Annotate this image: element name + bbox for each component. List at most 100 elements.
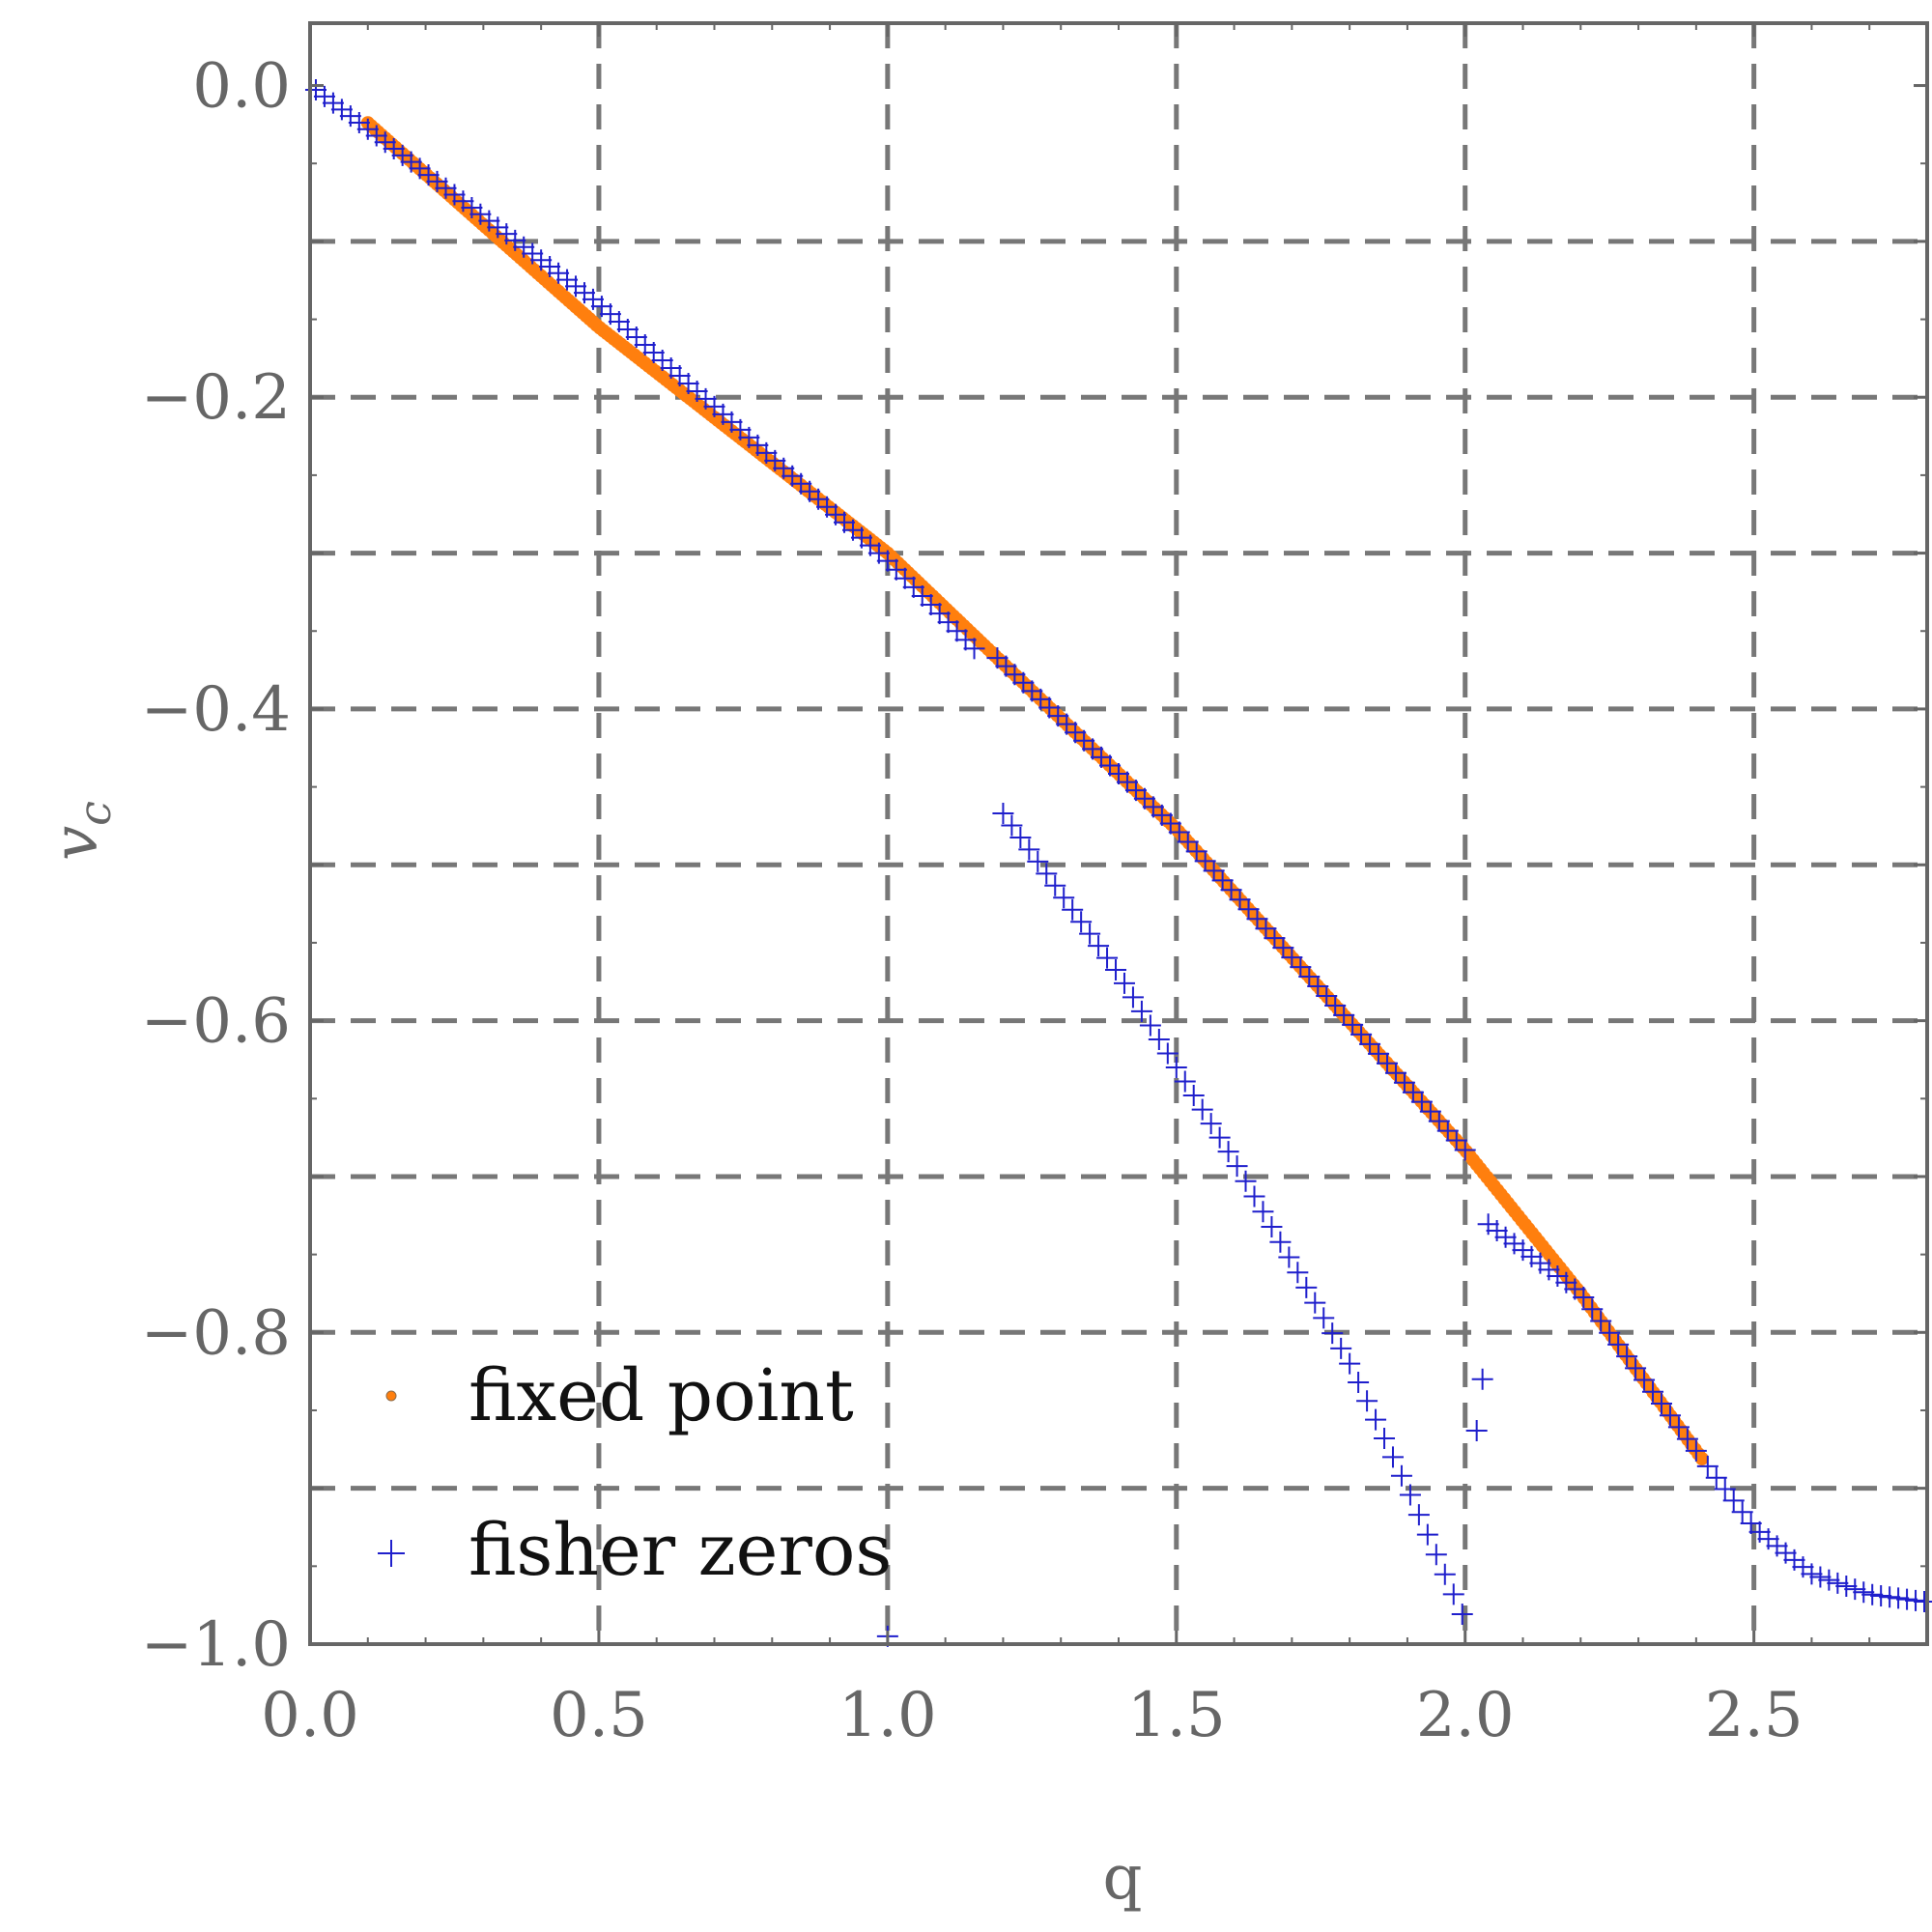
fisher-zero-point (1313, 1307, 1335, 1329)
fisher-zero-point (1243, 1185, 1265, 1208)
fisher-zero-point (1030, 688, 1052, 710)
fisher-zero-point (1255, 918, 1277, 940)
fisher-zero-point (1036, 863, 1058, 885)
x-tick-label: 1.0 (838, 1680, 937, 1751)
fisher-zero-point (1151, 804, 1173, 826)
fisher-zero-point (1465, 1419, 1488, 1441)
fisher-zero-point (1356, 1390, 1378, 1412)
fisher-zero-point (1185, 840, 1208, 863)
fisher-zero-point (992, 803, 1014, 825)
fisher-zero-point (1194, 850, 1216, 872)
fisher-zero-point (911, 584, 933, 607)
fisher-zero-point (1226, 1155, 1248, 1178)
fisher-zero-point (954, 629, 977, 651)
fisher-zero-point (1108, 763, 1129, 785)
fisher-zero-point (1073, 729, 1095, 752)
fisher-zero-point (1295, 1276, 1318, 1298)
fisher-zero-point (986, 647, 1009, 669)
fisher-zero-point (1914, 1591, 1932, 1613)
tick-labels: 0.0 0.5 1.0 1.5 2.0 2.5 0.0 −0.2 −0.4 −0.6 −0.8 −1.… (141, 51, 1804, 1751)
fisher-zero-point (1229, 889, 1251, 911)
x-tick-label: 0.0 (261, 1680, 359, 1751)
fisher-zero-point (1888, 1587, 1910, 1609)
fisher-zero-point (1573, 1287, 1595, 1309)
fisher-zero-point (1168, 821, 1190, 843)
fisher-zero-point (1264, 927, 1286, 950)
fisher-zero-point (1174, 1070, 1196, 1093)
fisher-zero-point (1235, 1170, 1257, 1192)
fisher-zero-point (1835, 1575, 1858, 1597)
fisher-zero-point (1165, 1057, 1187, 1079)
x-tick-label: 0.5 (550, 1680, 648, 1751)
fisher-zero-point (1625, 1357, 1647, 1379)
fisher-zero-point (1407, 1504, 1430, 1526)
x-tick-label: 2.0 (1416, 1680, 1515, 1751)
fisher-zero-point (1156, 1042, 1179, 1065)
y-tick-label: −0.2 (141, 362, 291, 434)
fisher-zero-point (1581, 1298, 1604, 1321)
x-tick-label: 1.5 (1127, 1680, 1226, 1751)
fisher-zero-point (1564, 1278, 1586, 1300)
fisher-zero-point (1342, 1013, 1364, 1036)
fisher-zero-point (1434, 1563, 1456, 1585)
y-axis-title: vc (41, 801, 121, 861)
fisher-zero-point (1731, 1501, 1753, 1523)
fisher-zero-point (1399, 1484, 1421, 1506)
fisher-zero-point (1436, 1120, 1459, 1142)
fisher-zero-point (1419, 1100, 1441, 1122)
series-fixed-point (360, 116, 1709, 1465)
fisher-zero-point (1142, 796, 1164, 818)
fisher-zero-point (1896, 1588, 1918, 1610)
fisher-zero-point (1220, 879, 1242, 901)
y-tick-label: −1.0 (141, 1609, 291, 1681)
y-tick-label: −0.4 (141, 674, 291, 746)
fisher-zero-point (1634, 1369, 1656, 1391)
fisher-zero-point (1676, 1428, 1698, 1450)
fisher-zero-point (1304, 1292, 1326, 1314)
fisher-zero-point (1330, 1337, 1352, 1359)
fisher-zero-point (1870, 1584, 1892, 1606)
fisher-zero-point (1018, 838, 1040, 861)
fisher-zero-point (1088, 935, 1110, 957)
fisher-zero-point (1281, 947, 1303, 969)
fisher-zero-point (1053, 887, 1075, 909)
fisher-zero-point (1130, 1000, 1152, 1022)
fisher-zero-point (1740, 1513, 1762, 1535)
fisher-zero-point (894, 567, 916, 589)
fisher-zero-point (885, 558, 907, 581)
fisher-zero-point (1471, 1368, 1493, 1390)
fisher-zero-point (1217, 1141, 1239, 1163)
data-marks (304, 79, 1932, 1647)
fisher-zero-point (946, 620, 968, 642)
fisher-zero-point (1368, 1042, 1390, 1065)
fisher-zero-point (1099, 754, 1122, 777)
fisher-zero-point (876, 550, 898, 572)
fisher-zero-point (1642, 1380, 1664, 1403)
axis-ticks (308, 23, 1928, 1646)
fisher-zero-point (902, 576, 924, 598)
fixed-point-point (1694, 1451, 1709, 1465)
fisher-zero-point (1177, 831, 1199, 853)
fisher-zero-point (1278, 1246, 1300, 1268)
fisher-zero-point (1659, 1405, 1681, 1427)
fisher-zero-point (1001, 814, 1023, 837)
fisher-zero-point (1122, 986, 1144, 1009)
fisher-zero-point (1350, 1023, 1373, 1045)
fisher-zero-point (1065, 722, 1087, 744)
fisher-zero-point (1261, 1216, 1283, 1237)
fisher-zero-point (1316, 984, 1338, 1007)
fisher-zero-point (995, 655, 1017, 677)
fisher-zero-point (1056, 713, 1078, 735)
fisher-zero-point (1374, 1428, 1396, 1450)
fisher-zero-point (937, 611, 959, 634)
fisher-zero-point (1416, 1523, 1438, 1546)
fisher-zero-point (1290, 956, 1312, 979)
fisher-zero-point (1116, 771, 1138, 793)
fisher-zero-point (1365, 1408, 1387, 1431)
fisher-zero-point (1599, 1321, 1621, 1344)
fisher-zero-point (1827, 1572, 1849, 1594)
fisher-zero-point (1298, 966, 1321, 988)
fisher-zero-point (1607, 1333, 1630, 1355)
y-tick-label: −0.8 (141, 1297, 291, 1369)
